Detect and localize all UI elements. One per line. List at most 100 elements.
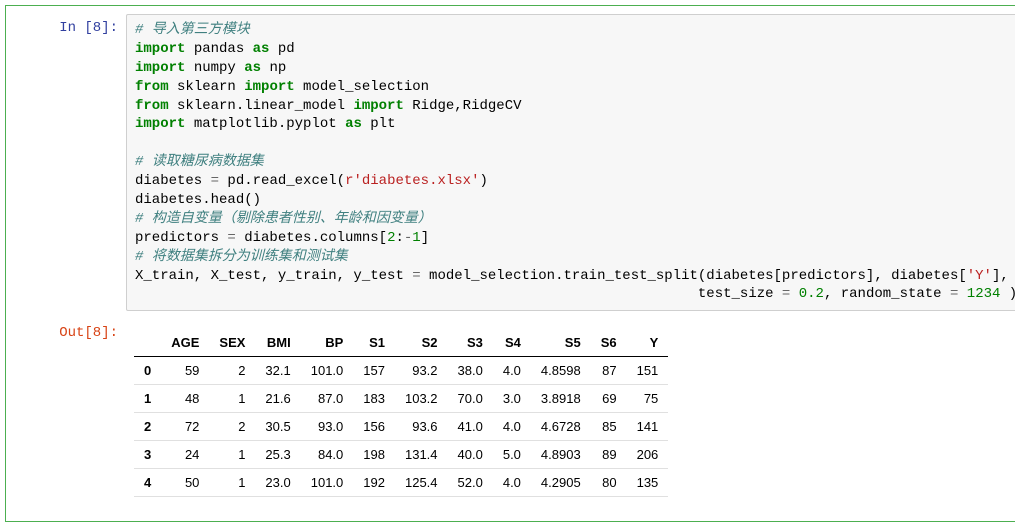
cell: 4.0: [493, 413, 531, 441]
code-text: predictors: [135, 230, 227, 246]
cell: 50: [161, 469, 209, 497]
code-text: :: [395, 230, 403, 246]
code-comment: # 将数据集拆分为训练集和测试集: [135, 249, 348, 265]
cell: 3.0: [493, 385, 531, 413]
corner-cell: [134, 329, 161, 357]
table-row: 4 50 1 23.0 101.0 192 125.4 52.0 4.0 4.2…: [134, 469, 668, 497]
cell: 101.0: [301, 357, 354, 385]
output-area: AGE SEX BMI BP S1 S2 S3 S4 S5 S6 Y: [126, 319, 1009, 497]
kw: import: [135, 116, 185, 132]
cell: 93.0: [301, 413, 354, 441]
cell: 141: [627, 413, 669, 441]
code-text: diabetes.head(): [135, 192, 261, 208]
cell: 183: [353, 385, 395, 413]
code-text: ): [1000, 286, 1015, 302]
col-header: BP: [301, 329, 354, 357]
code-text: diabetes.columns[: [236, 230, 387, 246]
code-text: [135, 286, 698, 302]
code-text: [790, 286, 798, 302]
op: =: [227, 230, 235, 246]
row-index: 4: [134, 469, 161, 497]
code-text: model_selection.train_test_split(diabete…: [421, 268, 967, 284]
code-text: test_size: [698, 286, 782, 302]
cell: 80: [591, 469, 627, 497]
cell: 131.4: [395, 441, 448, 469]
cell: 72: [161, 413, 209, 441]
code-text: model_selection: [295, 79, 429, 95]
code-text: pd: [269, 41, 294, 57]
col-header: S3: [448, 329, 493, 357]
cell: 156: [353, 413, 395, 441]
code-text: matplotlib.pyplot: [185, 116, 345, 132]
col-header: AGE: [161, 329, 209, 357]
cell: 1: [209, 469, 255, 497]
col-header: SEX: [209, 329, 255, 357]
cell: 192: [353, 469, 395, 497]
col-header: S6: [591, 329, 627, 357]
col-header: S2: [395, 329, 448, 357]
kw: from: [135, 79, 169, 95]
cell: 4.6728: [531, 413, 591, 441]
kw: from: [135, 98, 169, 114]
cell: 3.8918: [531, 385, 591, 413]
cell: 151: [627, 357, 669, 385]
cell: 89: [591, 441, 627, 469]
str: r'diabetes.xlsx': [345, 173, 479, 189]
col-header: S4: [493, 329, 531, 357]
cell: 32.1: [255, 357, 300, 385]
cell: 2: [209, 413, 255, 441]
cell: 206: [627, 441, 669, 469]
code-text: pandas: [185, 41, 252, 57]
cell: 4.2905: [531, 469, 591, 497]
output-cell: Out[8]: AGE SEX BMI BP S1 S2 S3 S4 S5: [6, 315, 1015, 501]
cell: 4.8903: [531, 441, 591, 469]
cell: 23.0: [255, 469, 300, 497]
row-index: 0: [134, 357, 161, 385]
cell: 135: [627, 469, 669, 497]
cell: 5.0: [493, 441, 531, 469]
code-comment: # 构造自变量（剔除患者性别、年龄和因变量）: [135, 211, 432, 227]
cell: 25.3: [255, 441, 300, 469]
table-row: 1 48 1 21.6 87.0 183 103.2 70.0 3.0 3.89…: [134, 385, 668, 413]
code-text: plt: [362, 116, 396, 132]
code-text: Ridge,RidgeCV: [404, 98, 522, 114]
op: =: [211, 173, 219, 189]
code-text: diabetes: [135, 173, 211, 189]
cell: 84.0: [301, 441, 354, 469]
col-header: S5: [531, 329, 591, 357]
cell: 75: [627, 385, 669, 413]
cell: 48: [161, 385, 209, 413]
kw: import: [135, 41, 185, 57]
cell: 4.8598: [531, 357, 591, 385]
cell: 85: [591, 413, 627, 441]
code-text: , random_state: [824, 286, 950, 302]
num: 0.2: [799, 286, 824, 302]
code-text: ]: [421, 230, 429, 246]
cell: 198: [353, 441, 395, 469]
in-prompt: In [8]:: [6, 14, 126, 311]
kw: import: [353, 98, 403, 114]
cell: 59: [161, 357, 209, 385]
col-header: BMI: [255, 329, 300, 357]
str: 'Y': [967, 268, 992, 284]
header-row: AGE SEX BMI BP S1 S2 S3 S4 S5 S6 Y: [134, 329, 668, 357]
table-body: 0 59 2 32.1 101.0 157 93.2 38.0 4.0 4.85…: [134, 357, 668, 497]
code-editor[interactable]: # 导入第三方模块 import pandas as pd import num…: [126, 14, 1015, 311]
input-cell: In [8]: # 导入第三方模块 import pandas as pd im…: [6, 10, 1015, 315]
table-row: 2 72 2 30.5 93.0 156 93.6 41.0 4.0 4.672…: [134, 413, 668, 441]
row-index: 1: [134, 385, 161, 413]
kw: import: [244, 79, 294, 95]
code-text: np: [261, 60, 286, 76]
code-text: pd.read_excel(: [219, 173, 345, 189]
code-text: ],: [992, 268, 1009, 284]
cell: 41.0: [448, 413, 493, 441]
cell: 70.0: [448, 385, 493, 413]
cell: 93.2: [395, 357, 448, 385]
code-comment: # 导入第三方模块: [135, 22, 250, 38]
cell: 4.0: [493, 469, 531, 497]
cell: 1: [209, 441, 255, 469]
cell: 40.0: [448, 441, 493, 469]
cell: 38.0: [448, 357, 493, 385]
cell: 87: [591, 357, 627, 385]
cell: 69: [591, 385, 627, 413]
